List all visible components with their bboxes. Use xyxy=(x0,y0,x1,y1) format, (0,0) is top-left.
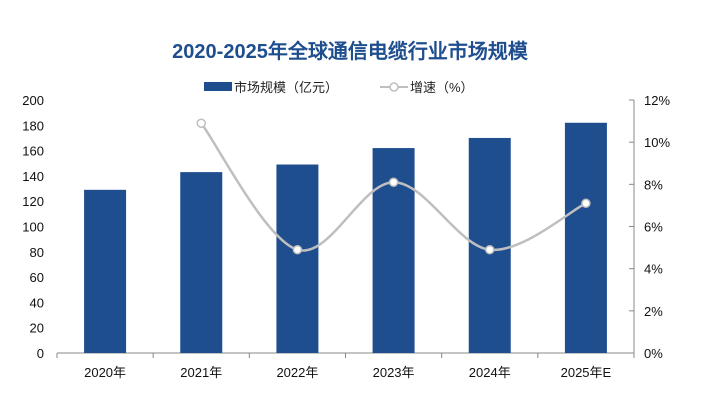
y2-tick-label: 2% xyxy=(644,304,663,319)
bar-2020年 xyxy=(84,189,127,353)
y2-tick-label: 10% xyxy=(644,135,670,150)
x-tick-label: 2020年 xyxy=(84,365,126,380)
legend-line-marker xyxy=(389,82,399,92)
y2-tick-label: 8% xyxy=(644,177,663,192)
growth-point-2021年 xyxy=(196,118,206,128)
x-tick-label: 2021年 xyxy=(180,365,222,380)
legend-bar-swatch xyxy=(204,82,232,91)
y-tick-label: 180 xyxy=(22,118,44,133)
x-tick-label: 2023年 xyxy=(373,365,415,380)
y-tick-label: 40 xyxy=(30,295,44,310)
y-tick-label: 160 xyxy=(22,144,44,159)
chart-title: 2020-2025年全球通信电缆行业市场规模 xyxy=(172,39,529,63)
legend: 市场规模（亿元） 增速（%） xyxy=(204,80,474,95)
growth-point-2022年 xyxy=(292,244,303,255)
y2-tick-label: 0% xyxy=(644,346,663,361)
y-tick-label: 100 xyxy=(22,220,44,235)
legend-line-label: 增速（%） xyxy=(410,80,474,95)
x-tick-label: 2024年 xyxy=(469,365,511,380)
x-tick-label: 2022年 xyxy=(276,365,318,380)
y-tick-label: 80 xyxy=(30,245,44,260)
y-tick-label: 20 xyxy=(30,321,44,336)
bar-2022年 xyxy=(276,164,319,353)
growth-point-2024年 xyxy=(485,244,495,255)
y2-tick-label: 4% xyxy=(644,262,663,277)
growth-point-2023年 xyxy=(388,177,399,187)
legend-bar-label: 市场规模（亿元） xyxy=(234,80,338,95)
y-tick-label: 0 xyxy=(37,346,44,361)
y2-tick-label: 12% xyxy=(644,93,670,108)
y-tick-label: 140 xyxy=(22,169,44,184)
bar-2021年 xyxy=(180,172,223,353)
y2-tick-label: 6% xyxy=(644,220,663,235)
y-tick-label: 60 xyxy=(30,270,44,285)
x-tick-label: 2025年E xyxy=(561,365,612,380)
growth-point-2025年E xyxy=(581,198,591,209)
y-tick-label: 200 xyxy=(22,93,44,108)
y-tick-label: 120 xyxy=(22,194,44,209)
bar-2025年E xyxy=(564,122,607,354)
